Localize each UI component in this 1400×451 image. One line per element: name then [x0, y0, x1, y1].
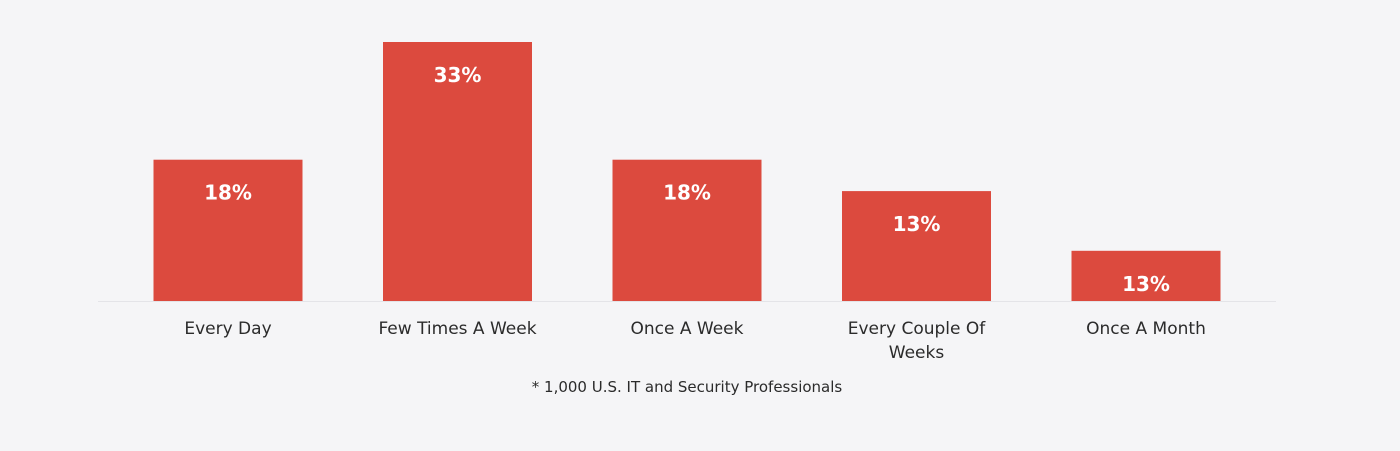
category-label-1: Every Day — [184, 319, 272, 339]
category-label-3: Once A Week — [630, 319, 744, 339]
bar-value-label-4: 13% — [893, 212, 941, 236]
bar-2 — [383, 42, 532, 301]
bar-5 — [1071, 250, 1221, 301]
bar-value-label-1: 18% — [204, 181, 252, 205]
category-label-4: Every Couple Of Weeks — [847, 319, 986, 363]
footnote: * 1,000 U.S. IT and Security Professiona… — [531, 378, 843, 396]
bar-value-label-3: 18% — [663, 181, 711, 205]
bar-1 — [153, 159, 303, 301]
category-label-5: Once A Month — [1086, 319, 1206, 339]
bar-3 — [612, 159, 762, 301]
category-label-2: Few Times A Week — [378, 319, 537, 339]
bar-value-label-5: 13% — [1122, 272, 1170, 296]
bar-value-label-2: 33% — [434, 63, 482, 87]
bar-4 — [842, 191, 991, 301]
